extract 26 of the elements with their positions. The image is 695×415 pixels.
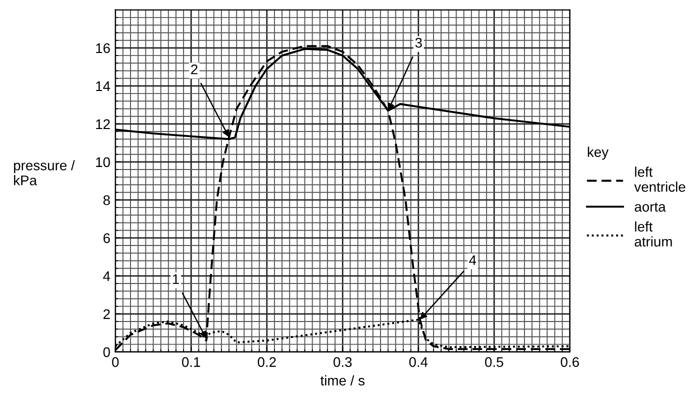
x-tick-label: 0.2	[258, 357, 276, 367]
x-tick-label: 0	[112, 357, 119, 367]
legend-label: left atrium	[634, 221, 672, 247]
annotation: 3	[415, 38, 422, 48]
legend-label: left ventricle	[634, 166, 686, 192]
y-tick-label: 16	[96, 43, 110, 54]
x-tick-label: 0.3	[334, 357, 352, 367]
legend-label: aorta	[634, 202, 666, 212]
x-axis-title: time / s	[320, 375, 365, 386]
annotation: 1	[172, 274, 179, 284]
y-tick-label: 14	[96, 81, 110, 91]
x-tick-label: 0.1	[182, 357, 200, 367]
x-tick-label: 0.4	[409, 357, 428, 367]
x-tick-label: 0.5	[485, 357, 504, 367]
y-tick-label: 6	[103, 233, 110, 244]
y-tick-label: 10	[96, 157, 110, 168]
y-tick-label: 8	[103, 195, 110, 206]
annotation: 4	[469, 255, 476, 265]
annotation: 2	[191, 64, 198, 74]
y-tick-label: 2	[103, 309, 110, 319]
y-axis-title: pressure / kPa	[14, 160, 75, 186]
y-tick-label: 0	[103, 347, 110, 358]
y-tick-label: 4	[103, 271, 110, 281]
y-tick-label: 12	[96, 119, 110, 129]
x-tick-label: 0.6	[560, 357, 579, 367]
legend-title: key	[588, 146, 609, 160]
